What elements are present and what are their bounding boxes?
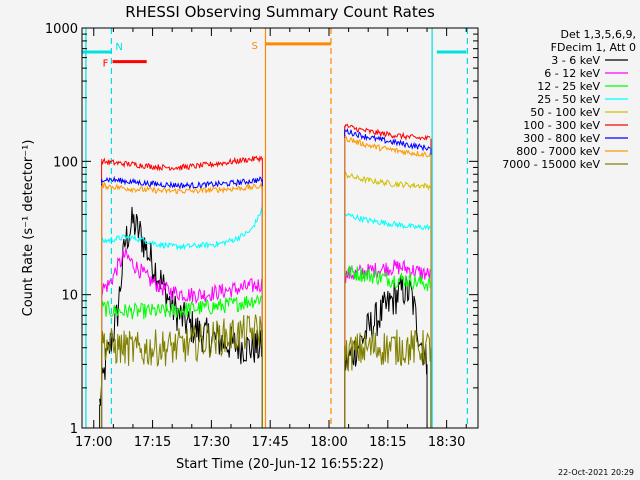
legend-entry-label-8: 7000 - 15000 keV xyxy=(502,158,600,171)
x-tick-label-0: 17:00 xyxy=(75,435,112,450)
flag-label-1: F xyxy=(103,59,109,70)
series-5-segment-1 xyxy=(344,123,431,141)
x-tick-label-2: 17:30 xyxy=(193,435,230,450)
series-2-segment-1 xyxy=(344,265,431,291)
series-4-segment-0 xyxy=(344,171,431,191)
attenuator-flags: NF S xyxy=(82,41,467,70)
series-8 xyxy=(101,314,432,428)
legend-entry-label-6: 300 - 800 keV xyxy=(523,132,600,145)
series-layer xyxy=(99,123,432,428)
legend-entry-label-5: 100 - 300 keV xyxy=(523,119,600,132)
series-0-segment-0 xyxy=(99,206,263,406)
series-6-segment-0 xyxy=(101,175,263,190)
x-tick-label-6: 18:30 xyxy=(428,435,465,450)
x-tick-label-4: 18:00 xyxy=(310,435,347,450)
y-tick-label-1: 10 xyxy=(61,289,78,304)
series-3-segment-0 xyxy=(101,207,263,251)
series-7-segment-1 xyxy=(344,134,431,158)
series-6-segment-1 xyxy=(344,128,431,152)
flag-label-2: S xyxy=(251,41,257,52)
series-7-segment-0 xyxy=(101,181,263,195)
series-5-segment-0 xyxy=(101,154,263,172)
y-tick-label-2: 100 xyxy=(53,155,78,170)
legend-entry-label-7: 800 - 7000 keV xyxy=(516,145,600,158)
x-tick-label-1: 17:15 xyxy=(134,435,171,450)
x-tick-label-3: 17:45 xyxy=(251,435,288,450)
series-1-segment-1 xyxy=(344,259,431,284)
y-tick-label-3: 1000 xyxy=(45,22,78,37)
legend-entry-label-3: 25 - 50 keV xyxy=(537,93,600,106)
series-1-segment-0 xyxy=(101,247,263,305)
chart-title: RHESSI Observing Summary Count Rates xyxy=(125,3,435,21)
legend-entry-label-1: 6 - 12 keV xyxy=(544,67,600,80)
footer-timestamp: 22-Oct-2021 20:29 xyxy=(558,468,634,477)
plot-frame xyxy=(81,27,479,429)
series-8-segment-1 xyxy=(344,329,431,372)
y-tick-label-0: 1 xyxy=(70,422,78,437)
series-8-segment-0 xyxy=(101,314,263,368)
flag-label-0: N xyxy=(115,42,122,53)
x-axis-label: Start Time (20-Jun-12 16:55:22) xyxy=(176,457,384,472)
series-0-segment-1 xyxy=(344,275,428,375)
legend-header-1: FDecim 1, Att 0 xyxy=(551,41,636,54)
legend-entry-label-0: 3 - 6 keV xyxy=(551,54,600,67)
x-tick-label-5: 18:15 xyxy=(369,435,406,450)
legend-header-0: Det 1,3,5,6,9, xyxy=(560,28,636,41)
series-3-segment-1 xyxy=(344,212,431,231)
axes: 1 10 100 1000 17:00 17:15 17:30 17:45 18:00 18:15… xyxy=(45,22,479,450)
legend-entry-label-2: 12 - 25 keV xyxy=(537,80,600,93)
series-2-segment-0 xyxy=(101,294,262,320)
legend: Det 1,3,5,6,9,FDecim 1, Att 03 - 6 keV6 … xyxy=(502,28,636,171)
y-axis-label: Count Rate (s⁻¹ detector⁻¹) xyxy=(21,140,36,317)
legend-entry-label-4: 50 - 100 keV xyxy=(530,106,600,119)
vertical-markers xyxy=(85,28,469,428)
